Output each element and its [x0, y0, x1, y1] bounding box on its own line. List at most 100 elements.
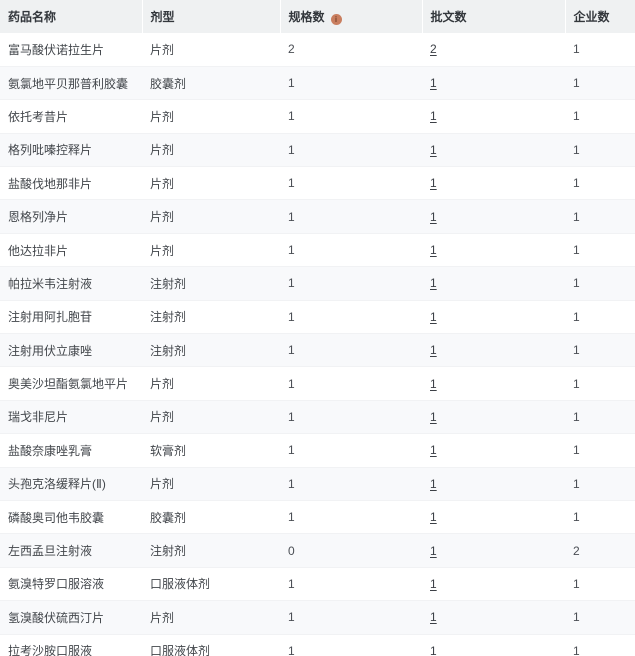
approval-count-cell: 1 [422, 433, 565, 468]
table-row: 盐酸奈康唑乳膏 软膏剂 1 1 1 [0, 433, 635, 468]
table-row: 瑞戈非尼片 片剂 1 1 1 [0, 400, 635, 435]
table-header: 药品名称 剂型 规格数 i 批文数 企业数 [0, 0, 635, 33]
table-row: 拉考沙胺口服液 口服液体剂 1 1 1 [0, 634, 635, 656]
approval-count-cell: 1 [422, 66, 565, 101]
dosage-form-cell: 注射剂 [142, 333, 280, 368]
dosage-form-cell: 片剂 [142, 166, 280, 201]
enterprise-count-cell: 1 [565, 634, 635, 656]
spec-count-cell: 1 [280, 634, 422, 656]
table-row: 恩格列净片 片剂 1 1 1 [0, 199, 635, 234]
spec-count-cell: 1 [280, 66, 422, 101]
spec-count-cell: 1 [280, 433, 422, 468]
approval-count-cell: 1 [422, 366, 565, 401]
drug-name-cell: 磷酸奥司他韦胶囊 [0, 500, 142, 535]
approval-count-cell: 1 [422, 600, 565, 635]
dosage-form-cell: 片剂 [142, 199, 280, 234]
approval-count-cell: 1 [422, 333, 565, 368]
info-icon[interactable]: i [330, 14, 342, 25]
approval-count-link[interactable]: 1 [430, 142, 437, 157]
spec-count-cell: 1 [280, 199, 422, 234]
approval-count-cell: 1 [422, 199, 565, 234]
table-row: 头孢克洛缓释片(Ⅱ) 片剂 1 1 1 [0, 467, 635, 501]
approval-count-cell: 1 [422, 133, 565, 168]
approval-count-link[interactable]: 1 [430, 443, 437, 458]
drug-name-cell: 氨氯地平贝那普利胶囊 [0, 66, 142, 101]
table-row: 氢溴酸伏硫西汀片 片剂 1 1 1 [0, 600, 635, 635]
approval-count-cell: 1 [422, 266, 565, 301]
dosage-form-cell: 片剂 [142, 400, 280, 435]
approval-count-link[interactable]: 2 [430, 42, 437, 57]
enterprise-count-cell: 2 [565, 533, 635, 568]
approval-count-link[interactable]: 1 [430, 343, 437, 358]
spec-count-cell: 1 [280, 133, 422, 168]
enterprise-count-cell: 1 [565, 166, 635, 201]
drug-name-cell: 帕拉米韦注射液 [0, 266, 142, 301]
enterprise-count-cell: 1 [565, 500, 635, 535]
table-row: 格列吡嗪控释片 片剂 1 1 1 [0, 133, 635, 168]
spec-count-cell: 0 [280, 533, 422, 568]
spec-count-cell: 1 [280, 366, 422, 401]
drug-name-cell: 拉考沙胺口服液 [0, 634, 142, 656]
approval-count-link[interactable]: 1 [430, 76, 437, 91]
dosage-form-cell: 片剂 [142, 366, 280, 401]
approval-count-link[interactable]: 1 [430, 409, 437, 424]
header-row: 药品名称 剂型 规格数 i 批文数 企业数 [0, 0, 635, 33]
table-row: 注射用伏立康唑 注射剂 1 1 1 [0, 333, 635, 368]
approval-count-cell: 1 [422, 567, 565, 602]
drug-name-cell: 富马酸伏诺拉生片 [0, 33, 142, 67]
approval-count-link[interactable]: 1 [430, 543, 437, 558]
table-row: 奥美沙坦酯氨氯地平片 片剂 1 1 1 [0, 366, 635, 401]
spec-count-cell: 1 [280, 467, 422, 501]
approval-count-cell: 2 [422, 33, 565, 67]
dosage-form-cell: 片剂 [142, 33, 280, 67]
dosage-form-cell: 胶囊剂 [142, 66, 280, 101]
column-header-drug-name: 药品名称 [0, 0, 143, 33]
table-row: 帕拉米韦注射液 注射剂 1 1 1 [0, 266, 635, 301]
drug-name-cell: 盐酸伐地那非片 [0, 166, 142, 201]
spec-count-cell: 1 [280, 300, 422, 335]
approval-count-link[interactable]: 1 [430, 309, 437, 324]
enterprise-count-cell: 1 [565, 199, 635, 234]
enterprise-count-cell: 1 [565, 266, 635, 301]
table-row: 依托考昔片 片剂 1 1 1 [0, 99, 635, 134]
column-header-enterprise-count: 企业数 [565, 0, 635, 33]
approval-count-cell: 1 [422, 500, 565, 535]
approval-count-link[interactable]: 1 [430, 209, 437, 224]
enterprise-count-cell: 1 [565, 600, 635, 635]
approval-count-cell: 1 [422, 99, 565, 134]
drug-name-cell: 恩格列净片 [0, 199, 142, 234]
table-row: 注射用阿扎胞苷 注射剂 1 1 1 [0, 300, 635, 335]
column-header-spec-count: 规格数 i [280, 0, 423, 33]
approval-count-link[interactable]: 1 [430, 376, 437, 391]
approval-count-cell: 1 [422, 233, 565, 268]
spec-count-cell: 1 [280, 600, 422, 635]
approval-count-link[interactable]: 1 [430, 176, 437, 191]
dosage-form-cell: 片剂 [142, 233, 280, 268]
spec-count-cell: 1 [280, 266, 422, 301]
table-row: 氨氯地平贝那普利胶囊 胶囊剂 1 1 1 [0, 66, 635, 101]
dosage-form-cell: 口服液体剂 [142, 567, 280, 602]
spec-count-cell: 1 [280, 500, 422, 535]
spec-count-cell: 1 [280, 99, 422, 134]
approval-count-link[interactable]: 1 [430, 576, 437, 591]
approval-count-link[interactable]: 1 [430, 610, 437, 625]
column-header-dosage-form: 剂型 [142, 0, 281, 33]
dosage-form-cell: 口服液体剂 [142, 634, 280, 656]
approval-count-link[interactable]: 1 [430, 276, 437, 291]
spec-count-cell: 1 [280, 333, 422, 368]
drug-name-cell: 注射用伏立康唑 [0, 333, 142, 368]
approval-count-link[interactable]: 1 [430, 510, 437, 525]
drug-name-cell: 盐酸奈康唑乳膏 [0, 433, 142, 468]
enterprise-count-cell: 1 [565, 233, 635, 268]
dosage-form-cell: 注射剂 [142, 266, 280, 301]
approval-count-link[interactable]: 1 [430, 109, 437, 124]
drug-name-cell: 氨溴特罗口服溶液 [0, 567, 142, 602]
spec-count-cell: 1 [280, 400, 422, 435]
enterprise-count-cell: 1 [565, 33, 635, 67]
enterprise-count-cell: 1 [565, 433, 635, 468]
spec-count-cell: 1 [280, 166, 422, 201]
approval-count-link[interactable]: 1 [430, 476, 437, 491]
enterprise-count-cell: 1 [565, 366, 635, 401]
approval-count-link[interactable]: 1 [430, 243, 437, 258]
